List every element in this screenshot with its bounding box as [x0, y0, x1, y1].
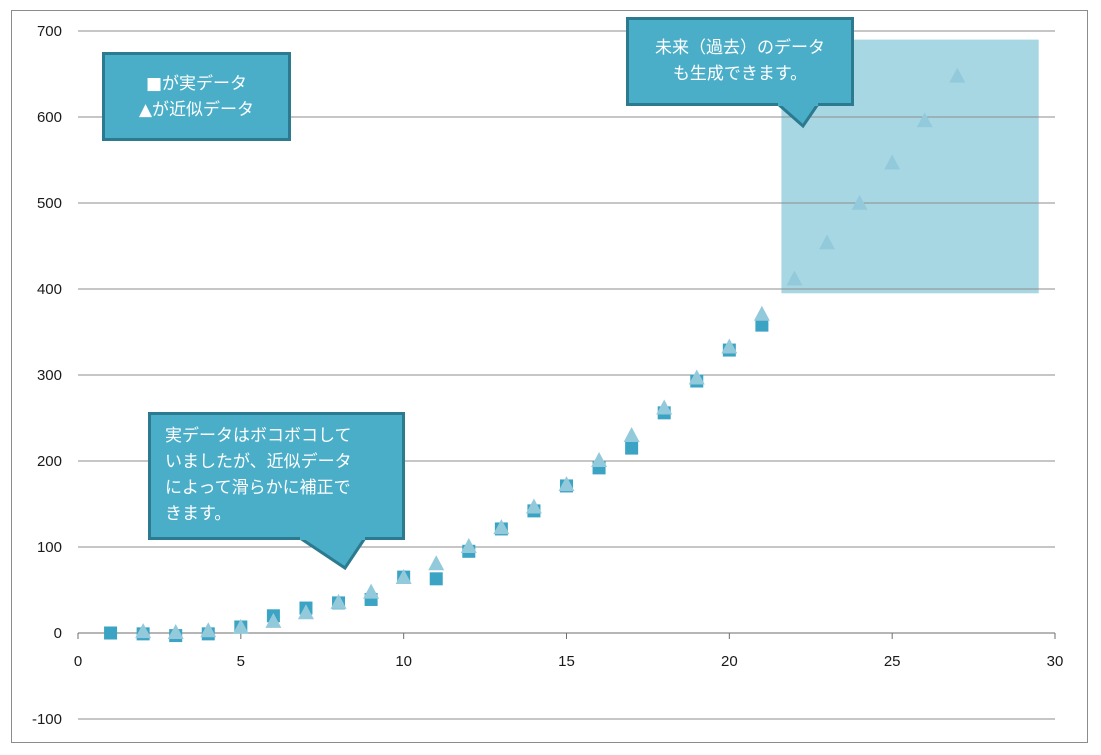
data-point-triangle	[265, 612, 282, 628]
callout-top-line-2: も生成できます。	[672, 64, 808, 84]
data-point-triangle	[558, 476, 575, 492]
data-point-triangle	[819, 234, 836, 250]
callout-bottom-line-3: によって滑らかに補正で	[165, 478, 351, 498]
x-tick-label: 0	[74, 653, 82, 670]
callout-smoothing-note: 実データはボコボコして いましたが、近似データ によって滑らかに補正で きます。	[148, 412, 405, 540]
y-tick-label: 500	[37, 195, 62, 212]
data-point-triangle	[135, 623, 152, 639]
data-point-triangle	[167, 624, 184, 639]
callout-top-line-1: 未来（過去）のデータ	[655, 38, 825, 58]
data-point-square	[625, 441, 639, 455]
data-point-triangle	[753, 305, 770, 321]
data-point-triangle	[721, 338, 738, 354]
legend-square-entry: ■が実データ	[105, 71, 288, 97]
data-point-triangle	[623, 427, 640, 443]
data-point-triangle	[786, 270, 803, 286]
x-tick-label: 10	[395, 653, 412, 670]
data-point-triangle	[525, 498, 542, 514]
x-tick-label: 25	[884, 653, 901, 670]
data-point-square	[755, 318, 769, 332]
data-point-triangle	[330, 593, 347, 609]
data-point-triangle	[460, 538, 477, 553]
callout-future-data: 未来（過去）のデータ も生成できます。	[626, 17, 854, 106]
y-tick-label: 100	[37, 539, 62, 556]
callout-bottom-border-bottom	[148, 537, 405, 540]
y-tick-label: 700	[37, 23, 62, 40]
y-tick-label: 600	[37, 109, 62, 126]
x-tick-label: 5	[237, 653, 245, 670]
data-point-triangle	[656, 399, 673, 415]
y-tick-label: 300	[37, 367, 62, 384]
data-point-square	[429, 572, 443, 586]
callout-bottom-line-2: いましたが、近似データ	[165, 452, 352, 472]
triangle-marker-icon: ▲	[138, 100, 153, 120]
data-point-triangle	[591, 452, 608, 467]
y-tick-label: 400	[37, 281, 62, 298]
data-point-triangle	[297, 604, 314, 620]
callout-bottom-tail	[295, 536, 368, 571]
data-point-triangle	[851, 194, 868, 210]
data-point-triangle	[232, 618, 249, 634]
data-point-triangle	[363, 583, 380, 599]
legend-square-label: が実データ	[162, 74, 248, 94]
y-tick-label: 200	[37, 453, 62, 470]
square-marker-icon: ■	[145, 74, 163, 94]
data-point-triangle	[949, 67, 966, 83]
data-point-triangle	[395, 568, 412, 584]
y-tick-label: -100	[32, 711, 62, 728]
x-tick-label: 20	[721, 653, 738, 670]
callout-bottom-line-1: 実データはボコボコして	[165, 426, 352, 446]
data-point-square	[104, 626, 118, 640]
data-point-triangle	[916, 112, 933, 128]
x-tick-label: 30	[1047, 653, 1064, 670]
data-point-triangle	[200, 622, 217, 638]
data-point-triangle	[493, 519, 510, 535]
callout-bottom-line-4: きます。	[165, 504, 232, 524]
x-tick-label: 15	[558, 653, 575, 670]
y-tick-label: 0	[54, 625, 62, 642]
legend-box: ■が実データ ▲が近似データ	[102, 52, 291, 141]
data-point-triangle	[884, 154, 901, 170]
data-point-triangle	[428, 555, 445, 571]
callout-top-border-bottom	[626, 103, 854, 106]
legend-triangle-label: が近似データ	[152, 100, 255, 120]
legend-triangle-entry: ▲が近似データ	[105, 97, 288, 123]
data-point-triangle	[688, 369, 705, 385]
